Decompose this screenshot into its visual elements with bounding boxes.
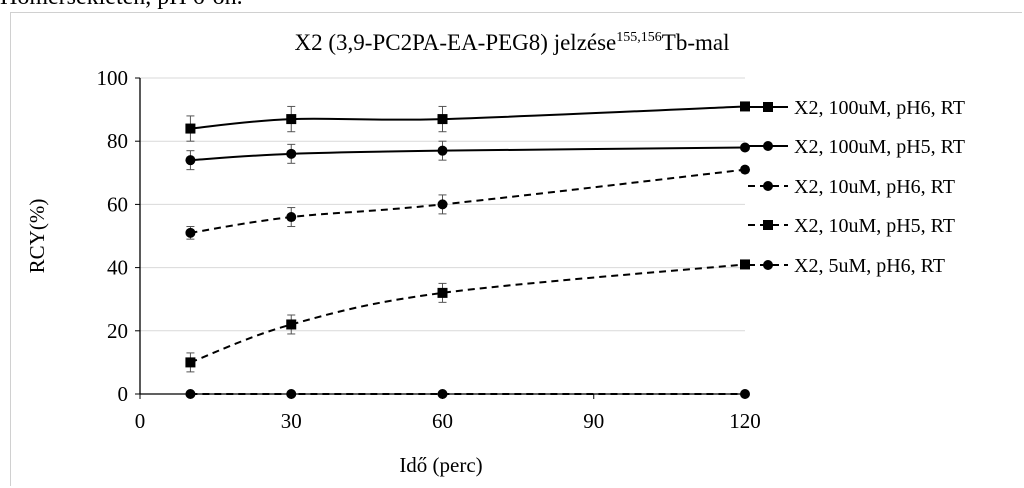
- legend-marker: [763, 141, 773, 151]
- legend-marker: [763, 102, 773, 112]
- series-line-3: [190, 168, 746, 234]
- legend-entry-4: X2, 10uM, pH5, RT: [748, 215, 955, 237]
- data-point: [740, 389, 750, 399]
- legend-entry-5: X2, 5uM, pH6, RT: [748, 255, 945, 277]
- legend-label: X2, 100uM, pH6, RT: [794, 97, 965, 119]
- x-tick-label: 90: [583, 409, 604, 433]
- chart-title-main: X2 (3,9-PC2PA-EA-PEG8) jelzése: [295, 30, 617, 55]
- legend: X2, 100uM, pH6, RT X2, 100uM, pH5, RT X2, …: [748, 97, 965, 277]
- data-point: [185, 389, 196, 399]
- legend-label: X2, 10uM, pH6, RT: [794, 176, 955, 198]
- legend-entry-2: X2, 100uM, pH5, RT: [748, 136, 965, 158]
- data-point: [286, 389, 297, 399]
- data-point: [286, 319, 297, 330]
- data-point: [740, 142, 750, 153]
- y-tick-label: 100: [97, 66, 129, 90]
- y-tick-label: 20: [107, 319, 128, 343]
- x-tick-label: 0: [135, 409, 146, 433]
- series-line-2: [190, 146, 746, 162]
- chart-title: X2 (3,9-PC2PA-EA-PEG8) jelzése155,156Tb-…: [295, 30, 730, 55]
- legend-entry-3: X2, 10uM, pH6, RT: [748, 176, 955, 198]
- x-tick-label: 60: [432, 409, 453, 433]
- series-line-4: [190, 263, 746, 364]
- data-point: [185, 155, 196, 166]
- x-axis-label: Idő (perc): [399, 453, 482, 477]
- data-point: [185, 357, 196, 368]
- x-tick-label: 30: [281, 409, 302, 433]
- data-point: [437, 145, 448, 156]
- legend-label: X2, 5uM, pH6, RT: [794, 255, 945, 277]
- plot-area: 0 20 40 60 80 100 0 30 60 90 120: [97, 66, 761, 433]
- data-point: [286, 148, 297, 159]
- y-tick-label: 80: [107, 129, 128, 153]
- chart-frame: [10, 12, 1022, 486]
- legend-entry-1: X2, 100uM, pH6, RT: [748, 97, 965, 119]
- data-point: [437, 389, 448, 399]
- chart-title-suffix: Tb-mal: [662, 30, 730, 55]
- data-point: [437, 114, 448, 125]
- series-line-1: [190, 105, 746, 130]
- legend-marker: [763, 220, 773, 230]
- legend-marker: [763, 181, 773, 191]
- data-point: [185, 227, 196, 238]
- legend-label: X2, 100uM, pH5, RT: [794, 136, 965, 158]
- legend-label: X2, 10uM, pH5, RT: [794, 215, 955, 237]
- y-tick-label: 40: [107, 256, 128, 280]
- data-point: [740, 259, 750, 270]
- x-tick-label: 120: [729, 409, 761, 433]
- partial-caption-text: Hőmérsékleten, pH 6-on.: [0, 0, 243, 11]
- data-point: [437, 199, 448, 210]
- y-axis-label: RCY(%): [25, 199, 49, 274]
- data-point: [286, 212, 297, 223]
- legend-marker: [763, 260, 773, 270]
- data-point: [437, 287, 448, 298]
- y-tick-label: 0: [118, 382, 129, 406]
- chart-title-superscript: 155,156: [616, 30, 662, 45]
- y-tick-label: 60: [107, 192, 128, 216]
- data-point: [740, 101, 750, 112]
- data-point: [185, 123, 196, 134]
- data-point: [740, 164, 750, 175]
- data-point: [286, 114, 297, 125]
